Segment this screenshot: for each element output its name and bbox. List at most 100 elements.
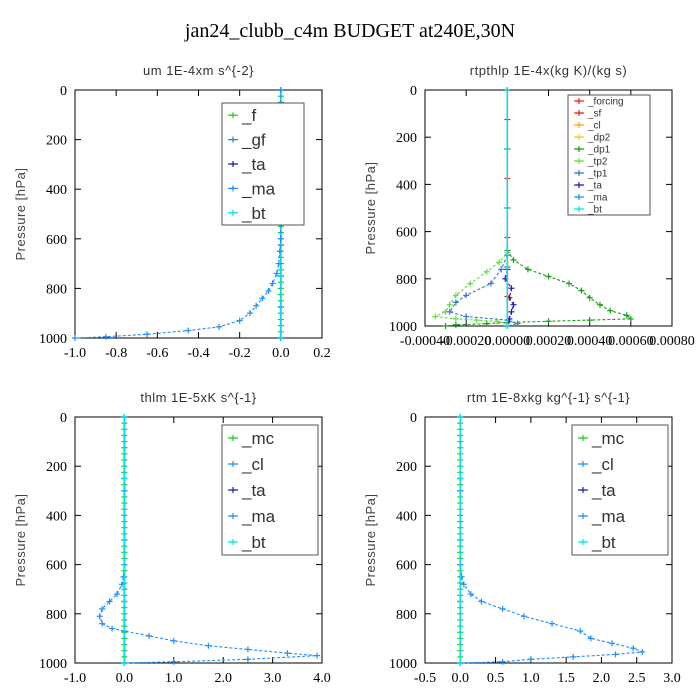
data-point [452, 299, 459, 306]
legend: _forcing_sf_cl_dp2_dp1_tp2_tp1_ta_ma_bt [567, 94, 651, 216]
legend-item-gf: _gf [228, 131, 266, 150]
legend: _mc _cl _ta _ma _bt [571, 424, 669, 556]
x-tick-label: 2.0 [214, 671, 232, 686]
data-point [596, 301, 603, 308]
legend: _mc _cl _ta _ma _bt [221, 424, 319, 556]
legend-item-ma: _ma [578, 507, 626, 526]
data-point [96, 613, 103, 620]
data-point [467, 591, 474, 598]
data-point [121, 660, 128, 666]
x-tick-label: -0.8 [105, 346, 127, 361]
x-tick-label: 4.0 [313, 671, 331, 686]
data-point [498, 266, 505, 273]
data-point [121, 475, 128, 482]
legend-marker [230, 435, 236, 441]
data-point [284, 650, 291, 657]
panel-2: rtpthlp 1E-4x(kg K)/(kg s) Pressure [hPa]… [363, 63, 695, 349]
data-point [577, 628, 584, 635]
x-tick-label: 0.0 [272, 346, 290, 361]
x-tick-label: 2.5 [628, 671, 646, 686]
data-point [457, 660, 464, 666]
data-point [627, 315, 634, 322]
y-tick-label: 600 [396, 559, 417, 574]
x-tick-label: -0.5 [414, 671, 436, 686]
legend-label: _mc [241, 429, 275, 448]
data-point [121, 414, 128, 420]
panel-title: rtpthlp 1E-4x(kg K)/(kg s) [470, 63, 628, 78]
data-point [566, 280, 573, 287]
y-tick-label: 0 [410, 84, 417, 99]
legend-marker [230, 513, 236, 519]
legend-box [567, 94, 651, 216]
legend-item-ta: _ta [578, 481, 616, 500]
x-tick-label: 0.2 [313, 346, 331, 361]
data-point [483, 268, 490, 275]
legend-item-bt: _bt [578, 533, 616, 552]
legend-marker [576, 134, 582, 140]
legend-marker [580, 513, 586, 519]
legend-item-ta: _ta [574, 181, 602, 192]
y-tick-label: 600 [46, 233, 67, 248]
legend-marker [576, 206, 582, 212]
x-tick-label: 3.0 [663, 671, 681, 686]
data-point [457, 537, 464, 543]
legend-label: _ta [241, 155, 266, 174]
data-point [496, 259, 503, 266]
y-tick-label: 1000 [39, 657, 67, 672]
legend-label: _gf [241, 131, 266, 150]
data-point [463, 313, 470, 320]
data-point [277, 235, 284, 242]
data-point [121, 598, 128, 605]
data-point [109, 625, 116, 632]
legend-marker [580, 435, 586, 441]
series-tp2 [432, 87, 511, 329]
legend-label: _bt [587, 205, 602, 216]
y-axis-label: Pressure [hPa] [13, 494, 28, 587]
data-point [499, 605, 506, 612]
series-line [433, 90, 508, 326]
data-point [314, 652, 321, 659]
data-point [185, 327, 192, 334]
data-point [106, 598, 113, 605]
data-point [473, 317, 480, 324]
data-point [504, 323, 511, 329]
legend-marker [230, 487, 236, 493]
y-axis-label: Pressure [hPa] [363, 494, 378, 587]
y-tick-label: 400 [46, 509, 67, 524]
legend-item-cl: _cl [228, 455, 264, 474]
legend-marker [576, 98, 582, 104]
legend-item-f: _f [228, 106, 256, 125]
y-axis-label: Pressure [hPa] [13, 168, 28, 261]
legend-item-mc: _mc [578, 429, 625, 448]
data-point [72, 335, 78, 341]
legend-marker [576, 110, 582, 116]
y-tick-label: 400 [396, 178, 417, 193]
y-axis-label: Pressure [hPa] [363, 162, 378, 255]
data-point [524, 266, 531, 273]
y-tick-label: 1000 [389, 657, 417, 672]
legend-item-dp2: _dp2 [574, 133, 611, 144]
data-point [452, 321, 459, 328]
legend-label: _dp1 [587, 145, 611, 156]
x-tick-label: -0.00020 [441, 334, 491, 349]
legend-label: _ma [241, 507, 276, 526]
data-point [452, 315, 459, 322]
data-point [170, 658, 177, 665]
y-tick-label: 400 [396, 509, 417, 524]
x-tick-label: 2.0 [593, 671, 611, 686]
x-tick-label: -0.6 [146, 346, 168, 361]
data-point [499, 658, 506, 665]
y-tick-label: 600 [46, 559, 67, 574]
data-point [246, 310, 253, 317]
legend-item-ta: _ta [228, 155, 266, 174]
data-point [483, 320, 490, 327]
data-point [442, 323, 449, 329]
x-tick-label: 0.00040 [567, 334, 613, 349]
data-point [504, 205, 511, 211]
data-point [275, 260, 282, 267]
legend-marker [230, 185, 236, 192]
y-tick-label: 0 [60, 411, 67, 426]
x-tick-label: 0.00080 [649, 334, 695, 349]
y-tick-label: 200 [46, 134, 67, 149]
